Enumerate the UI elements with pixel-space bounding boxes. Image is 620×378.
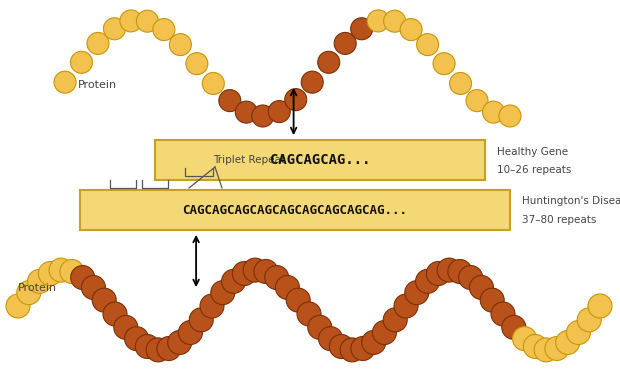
Circle shape: [373, 321, 396, 344]
Circle shape: [361, 330, 386, 355]
Circle shape: [81, 276, 105, 299]
Text: Protein: Protein: [18, 283, 57, 293]
Circle shape: [268, 101, 290, 122]
Circle shape: [545, 336, 569, 361]
Circle shape: [499, 105, 521, 127]
Circle shape: [351, 336, 375, 361]
Circle shape: [384, 10, 405, 32]
Circle shape: [383, 308, 407, 332]
Circle shape: [334, 33, 356, 54]
Circle shape: [437, 258, 461, 282]
Circle shape: [286, 288, 310, 312]
Text: Healthy Gene: Healthy Gene: [497, 147, 568, 157]
Text: Protein: Protein: [78, 80, 117, 90]
Circle shape: [157, 336, 181, 361]
Circle shape: [329, 335, 353, 358]
Circle shape: [417, 34, 438, 56]
Circle shape: [469, 276, 494, 299]
Circle shape: [60, 260, 84, 284]
Text: 37–80 repeats: 37–80 repeats: [522, 215, 596, 225]
Circle shape: [236, 101, 257, 123]
Circle shape: [92, 288, 116, 312]
Circle shape: [319, 327, 343, 351]
Circle shape: [433, 53, 455, 75]
Circle shape: [153, 19, 175, 40]
Circle shape: [254, 260, 278, 284]
Text: Triplet Repeat: Triplet Repeat: [213, 155, 285, 165]
Circle shape: [577, 308, 601, 332]
Circle shape: [567, 321, 590, 344]
Circle shape: [232, 262, 256, 285]
Text: CAGCAGCAGCAGCAGCAGCAGCAGCAG...: CAGCAGCAGCAGCAGCAGCAGCAGCAG...: [182, 203, 407, 217]
Circle shape: [513, 327, 536, 351]
Circle shape: [482, 101, 505, 123]
Circle shape: [202, 73, 224, 94]
Circle shape: [308, 315, 332, 339]
Circle shape: [169, 34, 192, 56]
Circle shape: [415, 270, 440, 293]
Circle shape: [87, 33, 109, 54]
Circle shape: [179, 321, 203, 344]
Circle shape: [189, 308, 213, 332]
Circle shape: [466, 90, 488, 112]
Circle shape: [186, 53, 208, 75]
Circle shape: [27, 270, 51, 293]
Circle shape: [459, 265, 482, 290]
Circle shape: [38, 262, 63, 285]
Circle shape: [285, 88, 307, 111]
Bar: [80, 190, 510, 230]
Circle shape: [394, 294, 418, 318]
Circle shape: [367, 10, 389, 32]
Circle shape: [125, 327, 149, 351]
Circle shape: [135, 335, 159, 358]
Circle shape: [252, 105, 274, 127]
Circle shape: [104, 18, 125, 40]
Circle shape: [71, 51, 92, 73]
Circle shape: [523, 335, 547, 358]
Circle shape: [136, 10, 158, 32]
Bar: [155, 140, 485, 180]
Circle shape: [6, 294, 30, 318]
Circle shape: [211, 280, 235, 305]
Circle shape: [588, 294, 612, 318]
Circle shape: [480, 288, 504, 312]
Circle shape: [275, 276, 299, 299]
Circle shape: [243, 258, 267, 282]
Circle shape: [120, 10, 142, 32]
Circle shape: [265, 265, 289, 290]
Circle shape: [448, 260, 472, 284]
Circle shape: [502, 315, 526, 339]
Circle shape: [54, 71, 76, 93]
Circle shape: [200, 294, 224, 318]
Circle shape: [400, 19, 422, 40]
Text: CAGCAGCAG...: CAGCAGCAG...: [270, 153, 370, 167]
Circle shape: [146, 338, 170, 362]
Circle shape: [114, 315, 138, 339]
Circle shape: [167, 330, 192, 355]
Circle shape: [491, 302, 515, 326]
Circle shape: [71, 265, 95, 290]
Circle shape: [405, 280, 429, 305]
Circle shape: [556, 330, 580, 355]
Circle shape: [103, 302, 127, 326]
Circle shape: [317, 51, 340, 73]
Circle shape: [450, 73, 472, 94]
Circle shape: [340, 338, 364, 362]
Text: 10–26 repeats: 10–26 repeats: [497, 165, 572, 175]
Circle shape: [534, 338, 558, 362]
Circle shape: [351, 18, 373, 40]
Circle shape: [17, 280, 41, 305]
Circle shape: [49, 258, 73, 282]
Circle shape: [221, 270, 246, 293]
Circle shape: [297, 302, 321, 326]
Text: Huntington's Disease Gene: Huntington's Disease Gene: [522, 196, 620, 206]
Circle shape: [427, 262, 450, 285]
Circle shape: [219, 90, 241, 112]
Circle shape: [301, 71, 323, 93]
